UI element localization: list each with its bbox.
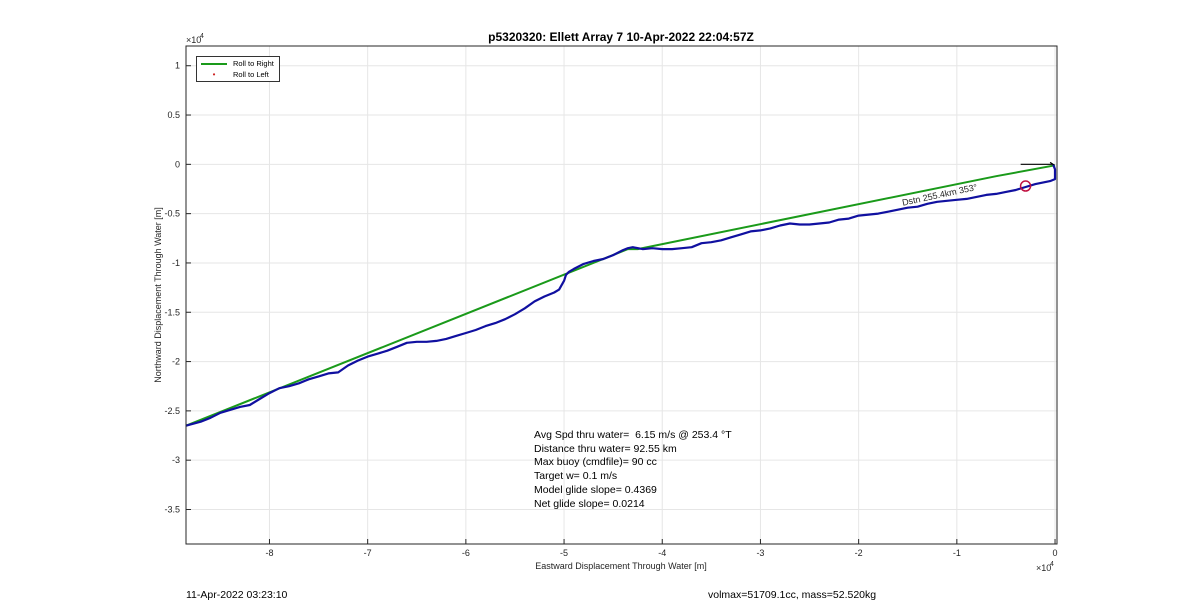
axes-box — [185, 45, 1058, 545]
legend-item-roll-right: Roll to Right — [201, 58, 274, 69]
stat-model-glide: Model glide slope= 0.4369 — [534, 483, 657, 496]
y-tick-label: -2 — [172, 357, 180, 367]
y-tick-label: 1 — [175, 61, 180, 71]
svg-text:4: 4 — [1050, 561, 1054, 568]
y-tick-label: -3 — [172, 455, 180, 465]
series-track-line — [185, 163, 1057, 427]
x-tick-label: 0 — [1053, 548, 1058, 558]
x-exponent-label: ×10 4 — [1036, 561, 1054, 573]
svg-text:×10: ×10 — [1036, 563, 1051, 573]
y-tick-label: -1.5 — [164, 307, 180, 317]
footer-timestamp: 11-Apr-2022 03:23:10 — [186, 589, 288, 601]
gridlines — [186, 46, 1057, 544]
legend: Roll to Right • Roll to Left — [196, 56, 280, 82]
stat-net-glide: Net glide slope= 0.0214 — [534, 497, 645, 510]
footer-vol-mass: volmax=51709.1cc, mass=52.520kg — [708, 589, 877, 601]
y-tick-label: -0.5 — [164, 209, 180, 219]
svg-text:4: 4 — [200, 33, 204, 40]
current-arrow-mark — [1020, 161, 1056, 165]
legend-item-roll-left: • Roll to Left — [201, 69, 269, 80]
y-exponent-label: ×10 4 — [186, 33, 204, 45]
x-tick-label: -3 — [756, 548, 764, 558]
stat-max-buoy: Max buoy (cmdfile)= 90 cc — [534, 456, 657, 469]
stat-target-w: Target w= 0.1 m/s — [534, 470, 618, 483]
waypoint-circle-marker — [1019, 180, 1032, 192]
svg-text:×10: ×10 — [186, 35, 201, 45]
y-tick-label: -1 — [172, 258, 180, 268]
x-tick-label: -8 — [265, 548, 273, 558]
x-tick-label: -6 — [462, 548, 470, 558]
legend-green-line-icon — [201, 62, 227, 65]
x-tick-label: -4 — [658, 548, 666, 558]
legend-red-dot-icon: • — [212, 69, 216, 79]
legend-label-roll-left: Roll to Left — [233, 70, 269, 79]
y-tick-label: 0.5 — [167, 110, 180, 120]
y-tick-label: 0 — [175, 159, 180, 169]
x-axis-label: Eastward Displacement Through Water [m] — [535, 561, 707, 571]
y-tick-label: -2.5 — [164, 406, 180, 416]
stats-box: Avg Spd thru water= 6.15 m/s @ 253.4 °T … — [534, 429, 732, 511]
y-axis-label: Northward Displacement Through Water [m] — [153, 207, 163, 383]
x-tick-label: -7 — [364, 548, 372, 558]
ticks: -8 -7 -6 -5 -4 -3 -2 -1 0 1 0.5 0 -0.5 -1 -1.5 -2 -2.5 -3… — [164, 61, 1057, 558]
annotation-text: Dstn 255.4km 353° — [901, 182, 978, 208]
x-tick-label: -1 — [953, 548, 961, 558]
x-tick-label: -5 — [560, 548, 568, 558]
legend-label-roll-right: Roll to Right — [233, 59, 274, 68]
stat-distance: Distance thru water= 92.55 km — [534, 442, 677, 455]
x-tick-label: -2 — [855, 548, 863, 558]
stat-avg-speed: Avg Spd thru water= 6.15 m/s @ 253.4 °T — [534, 429, 732, 441]
y-tick-label: -3.5 — [164, 504, 180, 514]
chart-title: p5320320: Ellett Array 7 10-Apr-2022 22:… — [488, 30, 754, 44]
series-layer: Dstn 255.4km 353° — [185, 161, 1057, 427]
